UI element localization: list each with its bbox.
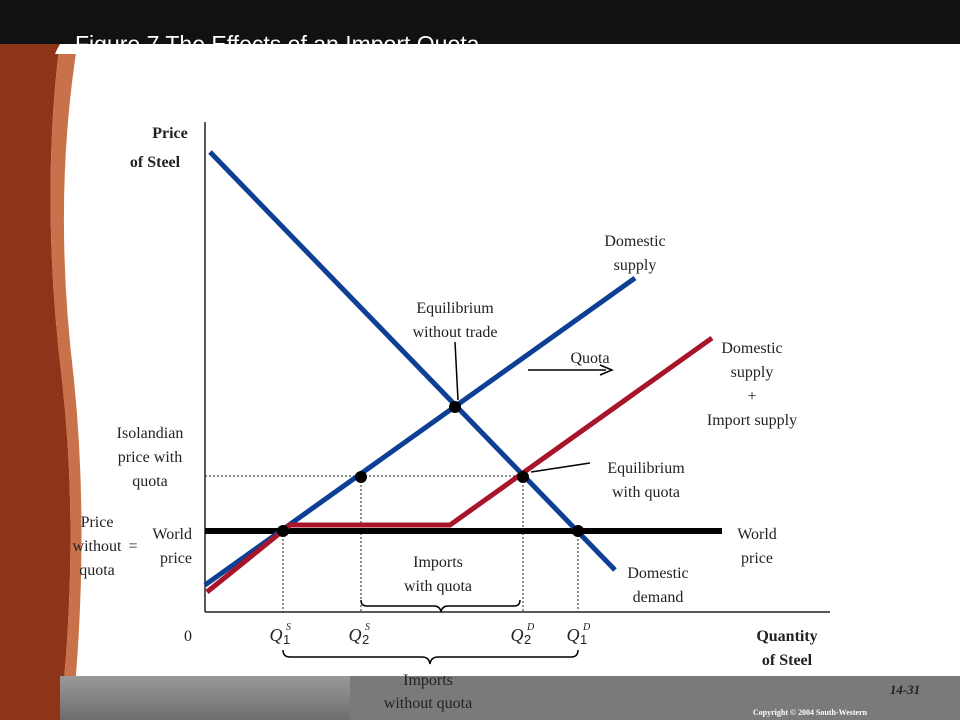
label-supply-plus-imports: +	[747, 388, 756, 405]
label-isolandian-price: price with	[118, 449, 182, 466]
quota-label: Quota	[570, 350, 609, 367]
pointers	[282, 341, 614, 665]
decor-band	[0, 40, 71, 720]
label-domestic-supply: supply	[614, 257, 657, 274]
quantity-symbol: Q	[511, 625, 524, 645]
label-world-price-left: price	[160, 550, 192, 567]
label-domestic-demand: Domestic	[627, 565, 688, 582]
label-equilibrium-with-quota: Equilibrium	[607, 460, 685, 477]
quantity-superscript: D	[582, 622, 591, 633]
quantity-superscript: S	[365, 622, 370, 633]
label-world-price-left: World	[152, 526, 192, 543]
label-imports-with-quota: with quota	[404, 578, 472, 595]
quantity-subscript: 1	[283, 632, 290, 647]
label-isolandian-price: Isolandian	[117, 425, 184, 442]
title-bar	[0, 0, 960, 44]
x-axis-label: of Steel	[762, 652, 813, 669]
label-world-price-right: price	[741, 550, 773, 567]
label-imports-with-quota: Imports	[413, 554, 463, 571]
quantity-superscript: S	[286, 622, 291, 633]
equals-sign: =	[128, 538, 137, 555]
label-equilibrium-with-quota: with quota	[612, 484, 680, 501]
label-imports-without-quota: without quota	[384, 695, 472, 712]
copyright: Copyright © 2004 South-Western	[753, 708, 868, 717]
decor-band	[0, 44, 60, 54]
quantity-superscript: D	[526, 622, 535, 633]
label-supply-plus-imports: Domestic	[721, 340, 782, 357]
label-price-without-quota: quota	[79, 562, 115, 579]
quantity-subscript: 2	[362, 632, 369, 647]
demand-curve	[208, 150, 617, 572]
points	[277, 401, 584, 537]
quantity-symbol: Q	[567, 625, 580, 645]
title-mask	[0, 44, 960, 54]
decor-band	[50, 40, 82, 720]
label-supply-plus-imports: Import supply	[707, 412, 797, 429]
guides	[205, 475, 579, 612]
label-isolandian-price: quota	[132, 473, 168, 490]
label-world-price-right: World	[737, 526, 777, 543]
page-number: 14-31	[890, 682, 920, 697]
origin-label: 0	[184, 628, 192, 645]
label-supply-plus-imports: supply	[731, 364, 774, 381]
label-domestic-demand: demand	[633, 589, 684, 606]
label-price-without-quota: Price	[81, 514, 114, 531]
label-equilibrium-without-trade: without trade	[413, 324, 498, 341]
quantity-symbol: Q	[270, 625, 283, 645]
label-domestic-supply: Domestic	[604, 233, 665, 250]
supply-plus-imports-curve	[205, 335, 714, 594]
quantity-subscript: 2	[524, 632, 531, 647]
x-axis-label: Quantity	[756, 628, 817, 645]
quantity-subscript: 1	[580, 632, 587, 647]
y-axis-label: Price	[152, 125, 188, 142]
y-axis-label: of Steel	[130, 154, 181, 171]
quantity-symbol: Q	[349, 625, 362, 645]
label-equilibrium-without-trade: Equilibrium	[416, 300, 494, 317]
footer-bar	[350, 676, 960, 720]
label-imports-without-quota: Imports	[403, 672, 453, 689]
label-price-without-quota: without	[73, 538, 122, 555]
